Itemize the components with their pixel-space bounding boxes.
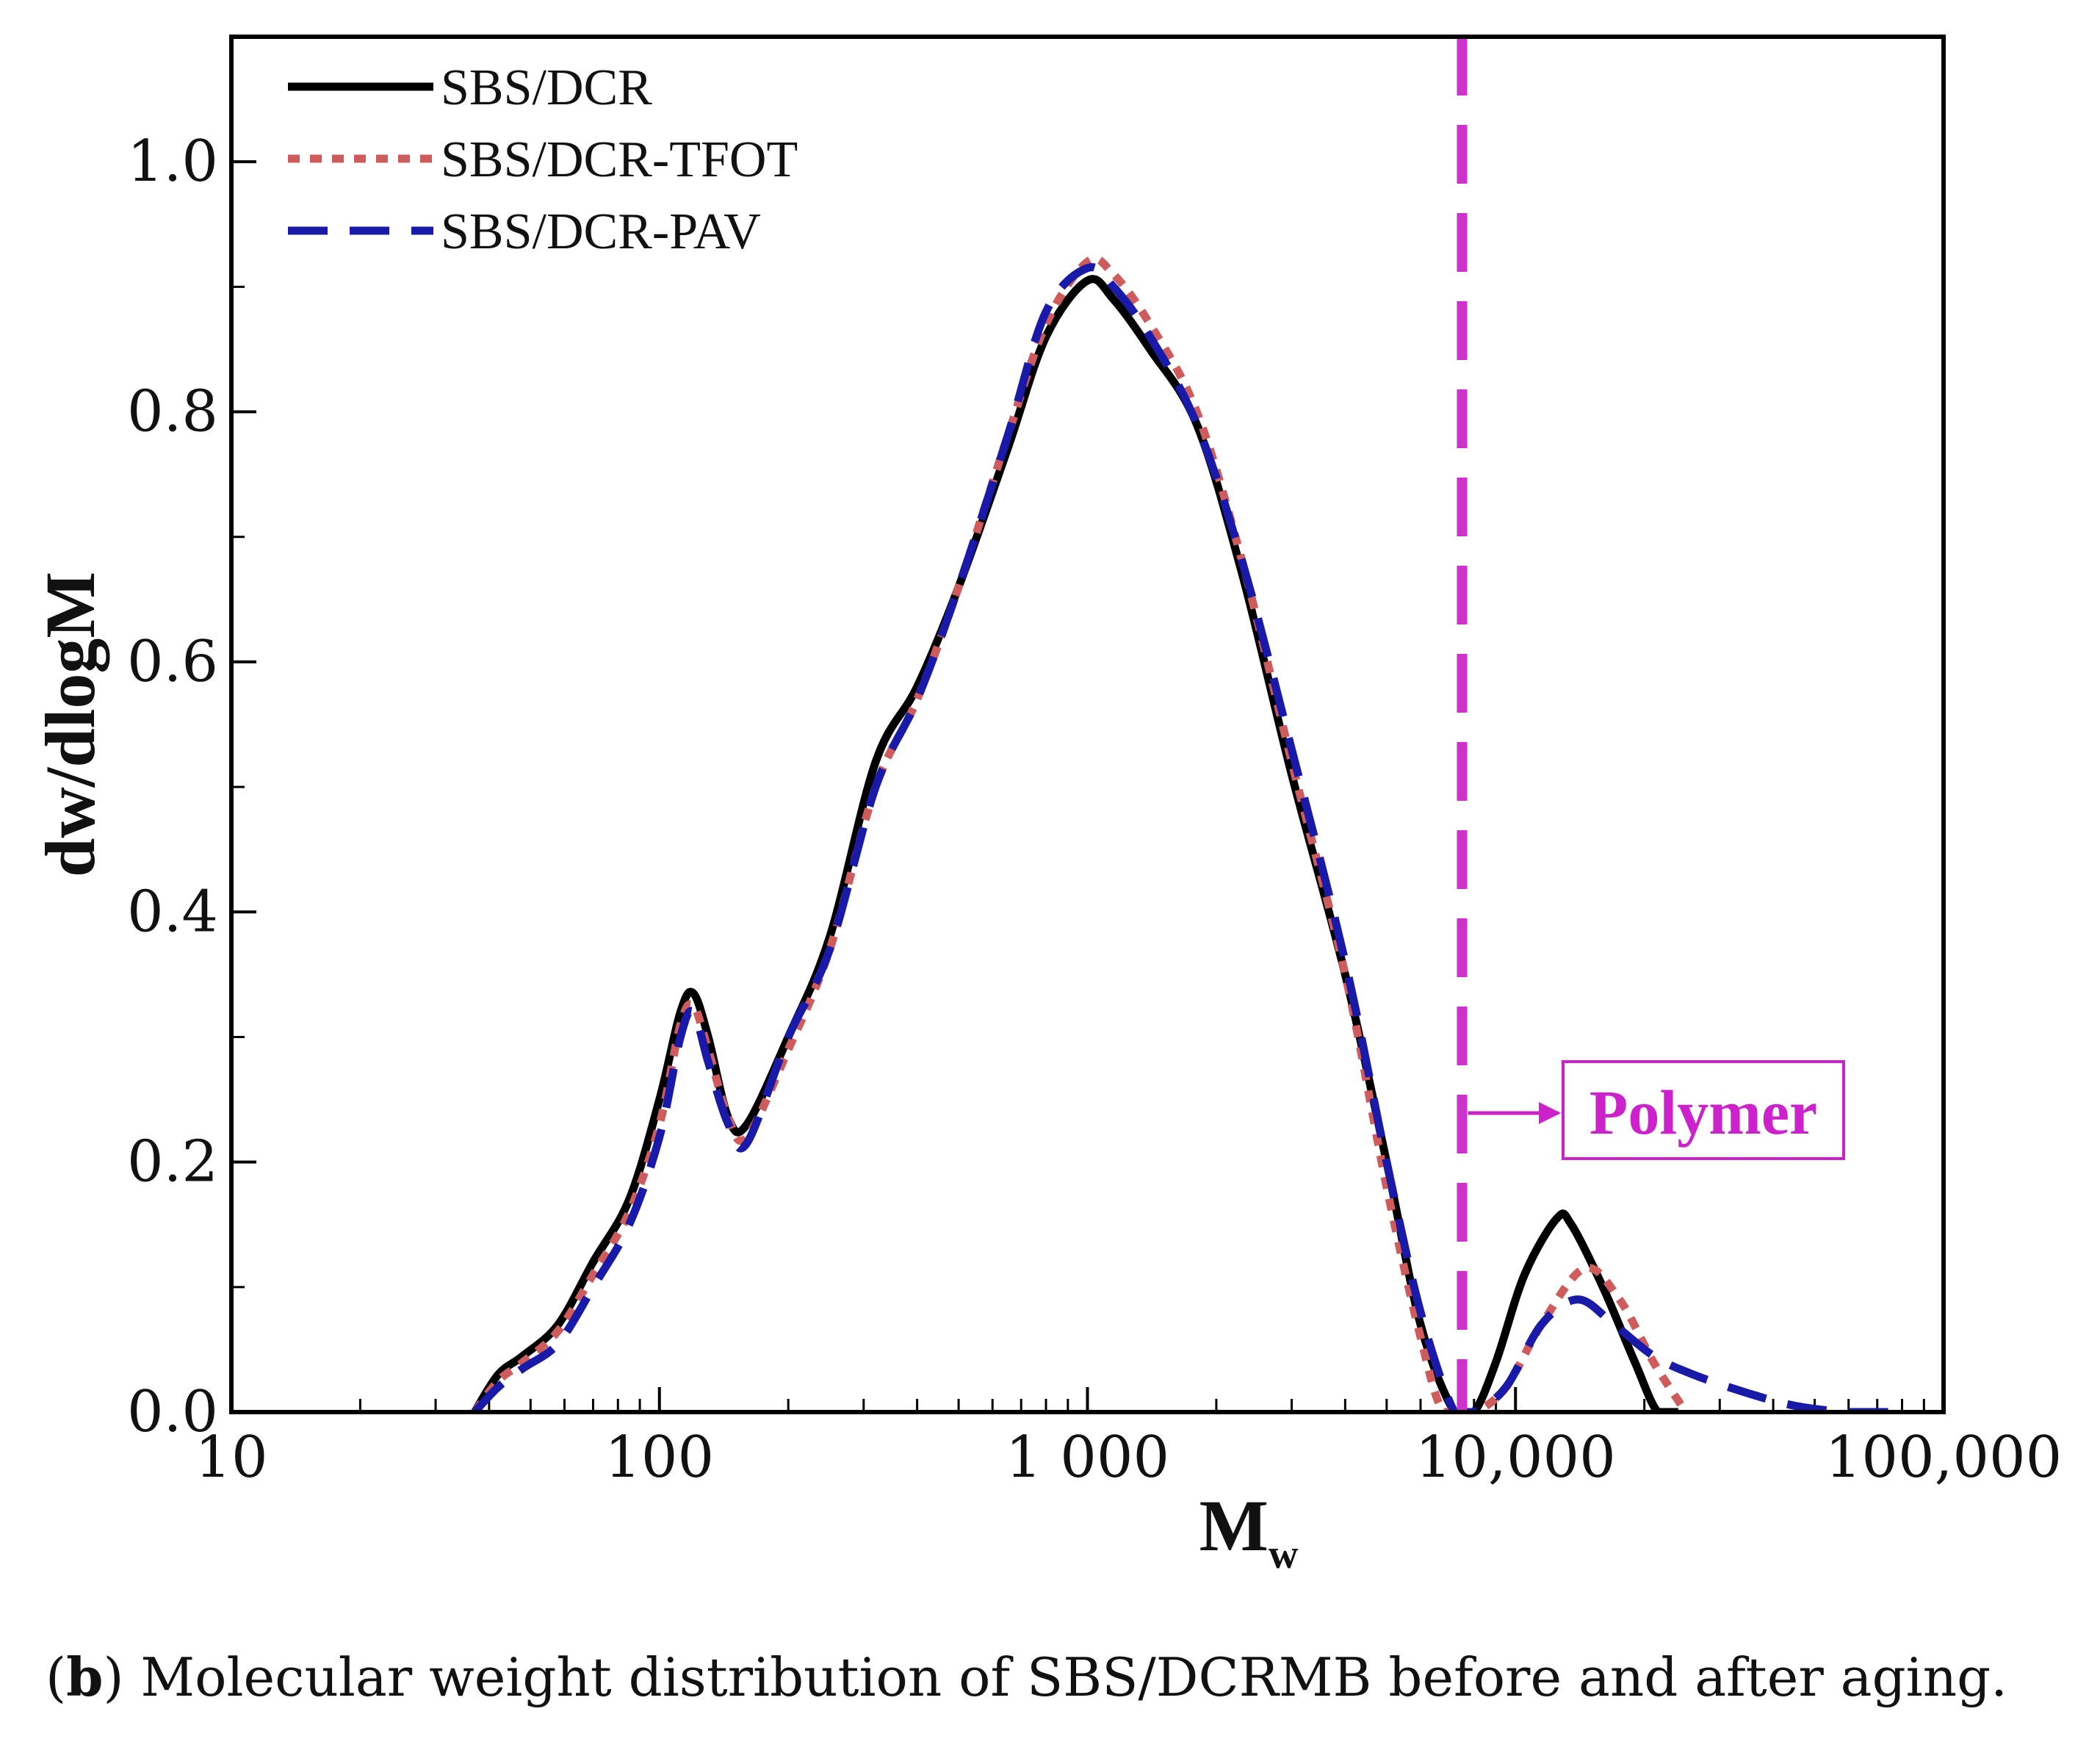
x-tick-label: 100 [605, 1425, 714, 1491]
series-line [471, 275, 1678, 1412]
axis-tick-labels: 10 100 1 000 10,000 100,000 0.0 0.2 0.4 0.6 0.8 1.… [127, 129, 2062, 1491]
series-line [471, 254, 1689, 1412]
x-tick-label: 1 000 [1006, 1425, 1169, 1491]
legend-label: SBS/DCR-PAV [441, 204, 761, 260]
series-layer [471, 254, 1902, 1412]
plot-frame [229, 35, 1946, 1414]
series-line [472, 263, 1902, 1412]
legend-label: SBS/DCR-TFOT [441, 132, 798, 188]
y-tick-label: 0.8 [127, 379, 218, 445]
y-tick-label: 0.0 [127, 1379, 218, 1445]
x-axis-title: Mw [1199, 1485, 1299, 1577]
y-tick-label: 0.4 [127, 879, 218, 945]
caption-text: Molecular weight distribution of SBS/DCR… [140, 1646, 2008, 1708]
polymer-label-box [1562, 1060, 1845, 1160]
y-axis-title: dw/dlogM [31, 572, 109, 877]
x-axis-title-subscript: w [1269, 1532, 1299, 1577]
polymer-annotation: Polymer [1468, 1060, 1845, 1160]
caption-label: b [66, 1646, 104, 1708]
y-tick-label: 0.6 [127, 629, 218, 695]
x-tick-label: 10,000 [1415, 1425, 1616, 1491]
x-tick-label: 10 [195, 1425, 267, 1491]
legend: SBS/DCR SBS/DCR-TFOT SBS/DCR-PAV [288, 60, 798, 260]
figure-caption: (b) Molecular weight distribution of SBS… [46, 1646, 2008, 1708]
polymer-label: Polymer [1590, 1077, 1817, 1148]
legend-label: SBS/DCR [441, 60, 652, 116]
x-tick-label: 100,000 [1825, 1425, 2063, 1491]
x-axis-title-main: M [1199, 1485, 1269, 1566]
y-tick-label: 1.0 [127, 129, 218, 195]
y-tick-label: 0.2 [127, 1129, 218, 1195]
